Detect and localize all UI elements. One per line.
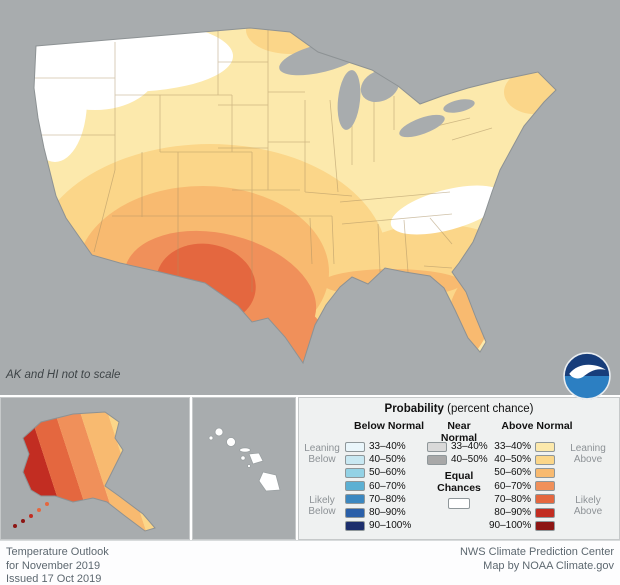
legend-row-label: 50–60% xyxy=(494,467,531,479)
conus-map: AK and HI not to scale xyxy=(0,0,620,395)
footer-issued-line: Issued 17 Oct 2019 xyxy=(6,573,102,585)
hawaii-ocean xyxy=(193,398,295,539)
great-lakes xyxy=(279,40,475,138)
noaa-gull-icon xyxy=(569,364,606,379)
legend-row: 80–90% xyxy=(345,506,411,519)
noaa-logo xyxy=(563,352,611,400)
equal-chances-label: Equal Chances xyxy=(437,470,481,494)
legend-row-label: 33–40% xyxy=(494,441,531,453)
legend-swatch xyxy=(345,467,365,478)
legend-row: 40–50% xyxy=(427,453,488,466)
aleutian-islands xyxy=(13,502,49,528)
legend-row: 80–90% xyxy=(489,506,555,519)
legend-row: 33–40% xyxy=(427,440,488,453)
legend-swatch xyxy=(345,507,365,518)
hawaii-map-svg xyxy=(193,398,295,539)
legend-swatch xyxy=(345,520,365,531)
near-normal-header: Near Normal xyxy=(440,420,478,444)
footer-credit-line: NWS Climate Prediction Center xyxy=(459,546,614,558)
footer-credit: NWS Climate Prediction Center Map by NOA… xyxy=(460,546,614,585)
legend-row-label: 50–60% xyxy=(369,467,406,479)
above-normal-rows: 33–40% 40–50% 50–60% 60–70% 70–80% 80–90… xyxy=(489,440,555,532)
hawaiian-islands xyxy=(208,427,281,492)
above-normal-header: Above Normal xyxy=(501,420,573,432)
equal-chances-swatch xyxy=(448,498,470,509)
legend-row-label: 60–70% xyxy=(369,480,406,492)
legend-row: 33–40% xyxy=(489,440,555,453)
legend-row: 50–60% xyxy=(345,466,411,479)
legend-title: Probability (percent chance) xyxy=(299,403,619,415)
alaska-inset xyxy=(0,397,190,540)
leaning-below-label: Leaning Below xyxy=(304,443,340,465)
legend-row-label: 40–50% xyxy=(494,454,531,466)
noaa-logo-rim xyxy=(563,352,611,400)
legend-swatch xyxy=(535,507,555,518)
alaska-map-svg xyxy=(1,398,189,539)
alaska-outline xyxy=(22,411,156,532)
us-outline xyxy=(33,27,557,365)
legend-swatch xyxy=(535,494,555,505)
legend-swatch xyxy=(427,454,447,465)
legend-row-label: 70–80% xyxy=(369,493,406,505)
legend-row: 70–80% xyxy=(345,493,411,506)
noaa-logo-svg xyxy=(563,352,611,400)
footer-title-line: Temperature Outlook xyxy=(6,546,109,558)
state-borders xyxy=(34,28,493,292)
legend-row: 70–80% xyxy=(489,493,555,506)
legend-row: 60–70% xyxy=(345,480,411,493)
legend-row: 90–100% xyxy=(489,519,555,532)
legend-swatch xyxy=(535,520,555,531)
legend-row-label: 80–90% xyxy=(494,507,531,519)
below-normal-header: Below Normal xyxy=(353,420,424,432)
footer-title: Temperature Outlook for November 2019 Is… xyxy=(6,546,109,585)
below-normal-rows: 33–40% 40–50% 50–60% 60–70% 70–80% 80–90… xyxy=(345,440,411,532)
legend-swatch xyxy=(535,467,555,478)
legend-row-label: 60–70% xyxy=(494,480,531,492)
legend-row-label: 33–40% xyxy=(369,441,406,453)
legend-swatch xyxy=(345,481,365,492)
conus-map-svg xyxy=(33,27,557,365)
legend-swatch xyxy=(345,441,365,452)
hawaii-inset xyxy=(192,397,296,540)
likely-below-label: Likely Below xyxy=(308,495,336,517)
legend-swatch xyxy=(535,441,555,452)
equal-chances-region-midatlantic xyxy=(390,185,504,235)
legend-row-label: 40–50% xyxy=(451,454,488,466)
legend-row-label: 33–40% xyxy=(451,441,488,453)
legend-row-label: 70–80% xyxy=(494,493,531,505)
legend-row: 40–50% xyxy=(489,453,555,466)
footer: Temperature Outlook for November 2019 Is… xyxy=(0,540,620,585)
legend-swatch xyxy=(535,454,555,465)
legend-row: 40–50% xyxy=(345,453,411,466)
legend-swatch xyxy=(345,494,365,505)
legend-panel: Probability (percent chance) Below Norma… xyxy=(298,397,620,540)
footer-credit-line: Map by NOAA Climate.gov xyxy=(483,559,614,572)
legend-row-label: 80–90% xyxy=(369,507,406,519)
legend-row: 33–40% xyxy=(345,440,411,453)
near-normal-rows: 33–40% 40–50% xyxy=(427,440,488,466)
legend-swatch xyxy=(427,441,447,452)
noaa-logo-sea xyxy=(564,376,610,399)
scale-note: AK and HI not to scale xyxy=(6,369,121,381)
bottom-strip: Probability (percent chance) Below Norma… xyxy=(0,395,620,540)
legend-row-label: 90–100% xyxy=(369,520,412,532)
leaning-above-label: Leaning Above xyxy=(570,443,606,465)
legend-row-label: 90–100% xyxy=(489,520,532,532)
legend-swatch xyxy=(345,454,365,465)
legend-swatch xyxy=(535,481,555,492)
legend-title-main: Probability xyxy=(384,403,444,415)
likely-above-label: Likely Above xyxy=(573,495,603,517)
footer-title-line: for November 2019 xyxy=(6,559,101,572)
legend-row: 90–100% xyxy=(345,519,411,532)
legend-row-label: 40–50% xyxy=(369,454,406,466)
legend-row: 50–60% xyxy=(489,466,555,479)
legend-title-suffix: (percent chance) xyxy=(443,403,534,415)
legend-row: 60–70% xyxy=(489,480,555,493)
